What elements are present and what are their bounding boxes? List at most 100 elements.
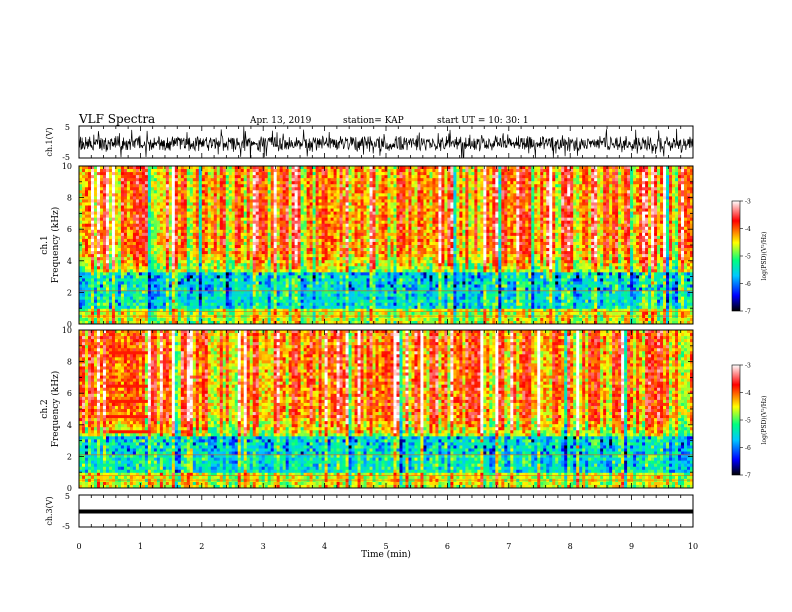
spectrogram-cell — [537, 226, 541, 231]
spectrogram-cell — [369, 223, 373, 228]
spectrogram-cell — [561, 178, 565, 182]
spectrogram-cell — [186, 199, 191, 203]
spectrogram-cell — [339, 196, 343, 200]
spectrogram-cell — [561, 166, 565, 170]
spectrogram-cell — [387, 217, 391, 221]
spectrogram-cell — [408, 178, 412, 182]
spectrogram-cell — [348, 229, 352, 234]
spectrogram-cell — [402, 196, 406, 200]
spectrogram-cell — [234, 175, 239, 179]
spectrogram-cell — [141, 229, 146, 234]
spectrogram-cell — [648, 214, 652, 218]
spectrogram-cell — [465, 199, 469, 203]
spectrogram-cell — [315, 175, 319, 179]
spectrogram-cell — [528, 169, 532, 173]
spectrogram-cell — [294, 169, 298, 173]
spectrogram-cell — [234, 196, 239, 200]
spectrogram-cell — [372, 166, 376, 170]
spectrogram-cell — [675, 196, 679, 200]
spectrogram-cell — [288, 235, 292, 240]
spectrogram-cell — [612, 223, 616, 228]
spectrogram-cell — [123, 193, 128, 197]
spectrogram-cell — [243, 193, 248, 197]
spectrogram-cell — [360, 169, 364, 173]
spectrogram-cell — [486, 178, 490, 182]
spectrogram-cell — [660, 211, 664, 215]
spectrogram-cell — [666, 184, 670, 188]
spectrogram-cell — [564, 169, 568, 173]
spectrogram-cell — [105, 220, 110, 225]
spectrogram-cell — [543, 214, 547, 218]
spectrogram-cell — [681, 175, 685, 179]
spectrogram-cell — [465, 223, 469, 228]
spectrogram-cell — [384, 196, 388, 200]
spectrogram-cell — [87, 184, 92, 188]
spectrogram-cell — [168, 232, 173, 237]
spectrogram-cell — [333, 202, 337, 206]
spectrogram-cell — [600, 199, 604, 203]
spectrogram-cell — [459, 211, 463, 215]
spectrogram-cell — [567, 169, 571, 173]
spectrogram-cell — [672, 169, 676, 173]
spectrogram-cell — [600, 166, 604, 170]
spectrogram-cell — [609, 172, 613, 176]
spectrogram-cell — [195, 202, 200, 206]
spectrogram-cell — [432, 193, 436, 197]
spectrogram-cell — [483, 214, 487, 218]
spectrogram-cell — [417, 223, 421, 228]
spectrogram-cell — [204, 214, 209, 218]
spectrogram-cell — [462, 193, 466, 197]
spectrogram-cell — [333, 199, 337, 203]
spectrogram-cell — [393, 220, 397, 225]
spectrogram-cell — [408, 214, 412, 218]
spectrogram-cell — [225, 205, 230, 209]
spectrogram-cell — [489, 226, 493, 231]
spectrogram-cell — [567, 232, 571, 237]
spectrogram-cell — [117, 217, 122, 221]
spectrogram-cell — [279, 223, 283, 228]
spectrogram-cell — [669, 178, 673, 182]
spectrogram-cell — [225, 178, 230, 182]
spectrogram-cell — [564, 187, 568, 191]
spectrogram-cell — [129, 235, 134, 240]
spectrogram-cell — [459, 175, 463, 179]
spectrogram-cell — [117, 205, 122, 209]
spectrogram-cell — [450, 193, 454, 197]
spectrogram-cell — [363, 217, 367, 221]
spectrogram-cell — [168, 208, 173, 212]
spectrogram-cell — [414, 226, 418, 231]
spectrogram-cell — [294, 214, 298, 218]
spectrogram-cell — [231, 208, 236, 212]
spectrogram-cell — [82, 178, 86, 182]
spectrogram-cell — [657, 229, 661, 234]
spectrogram-cell — [390, 187, 394, 191]
spectrogram-cell — [408, 229, 412, 234]
spectrogram-cell — [381, 229, 385, 234]
spectrogram-cell — [309, 214, 313, 218]
spectrogram-cell — [675, 175, 679, 179]
spectrogram-cell — [384, 220, 388, 225]
spectrogram-cell — [645, 226, 649, 231]
spectrogram-cell — [672, 217, 676, 221]
spectrogram-cell — [648, 220, 652, 225]
spectrogram-cell — [663, 184, 667, 188]
spectrogram-cell — [297, 196, 301, 200]
spectrogram-cell — [393, 166, 397, 170]
spectrogram-cell — [498, 229, 502, 234]
spectrogram-cell — [186, 184, 191, 188]
spectrogram-cell — [162, 166, 167, 170]
spectrogram-cell — [615, 214, 619, 218]
spectrogram-cell — [141, 190, 146, 194]
spectrogram-cell — [456, 235, 460, 240]
spectrogram-cell — [516, 187, 520, 191]
spectrogram-cell — [177, 229, 182, 234]
spectrogram-cell — [234, 208, 239, 212]
spectrogram-cell — [369, 169, 373, 173]
spectrogram-cell — [300, 181, 304, 185]
spectrogram-cell — [87, 211, 92, 215]
spectrogram-cell — [339, 217, 343, 221]
spectrogram-cell — [453, 181, 457, 185]
spectrogram-cell — [210, 220, 215, 225]
spectrogram-cell — [219, 214, 224, 218]
spectrogram-cell — [255, 220, 260, 225]
